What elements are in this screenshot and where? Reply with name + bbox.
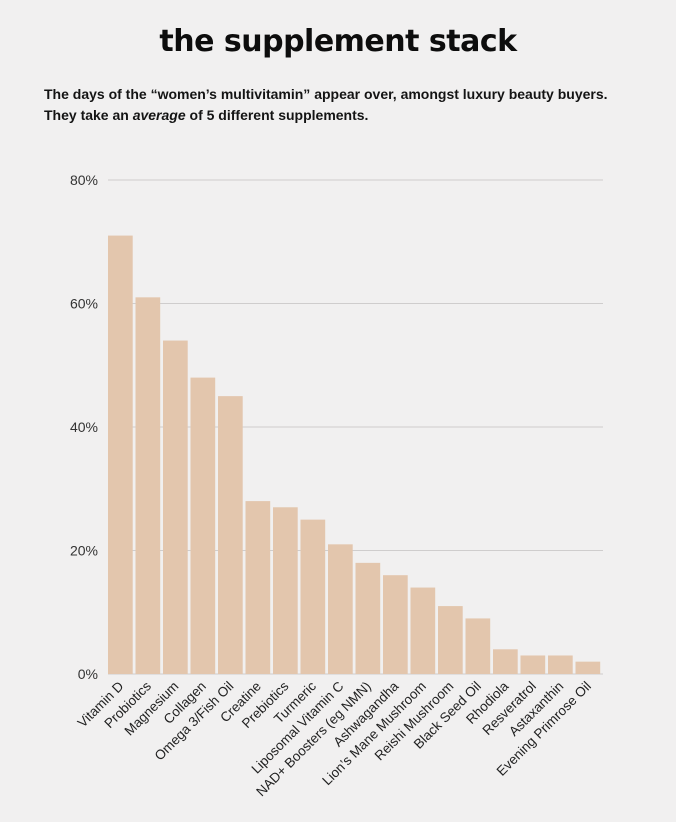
chart-subtitle: The days of the “women’s multivitamin” a…: [44, 84, 644, 126]
bar-15: [493, 649, 518, 674]
y-tick-label: 80%: [70, 172, 98, 188]
subtitle-line-2-end: of 5 different supplements.: [185, 107, 369, 123]
bar-11: [383, 575, 408, 674]
bar-14: [465, 618, 491, 674]
y-tick-label: 60%: [70, 296, 98, 312]
bar-5: [218, 396, 243, 675]
subtitle-line-1: The days of the “women’s multivitamin” a…: [44, 86, 608, 102]
subtitle-emphasis: average: [132, 107, 186, 123]
subtitle-line-2-start: They take an: [44, 107, 133, 123]
bar-18: [575, 661, 601, 674]
y-tick-label: 40%: [70, 419, 98, 435]
x-axis-labels: Vitamin DProbioticsMagnesiumCollagenOmeg…: [75, 678, 594, 799]
bar-12: [410, 587, 436, 674]
bar-10: [355, 562, 381, 674]
bar-6: [245, 501, 271, 674]
bar-16: [520, 655, 546, 674]
bar-17: [548, 655, 573, 674]
y-tick-label: 20%: [70, 543, 98, 559]
bar-7: [273, 507, 298, 674]
bar-1: [108, 235, 133, 674]
chart-title: the supplement stack: [159, 24, 517, 59]
bar-4: [190, 377, 216, 674]
bar-8: [300, 519, 326, 675]
bar-3: [163, 340, 188, 674]
bars: [108, 235, 601, 675]
y-axis-labels: 0% 20% 40% 60% 80%: [70, 172, 98, 682]
bar-9: [328, 544, 353, 674]
y-tick-label: 0%: [78, 666, 98, 682]
bar-13: [438, 606, 463, 674]
bar-2: [135, 297, 161, 674]
